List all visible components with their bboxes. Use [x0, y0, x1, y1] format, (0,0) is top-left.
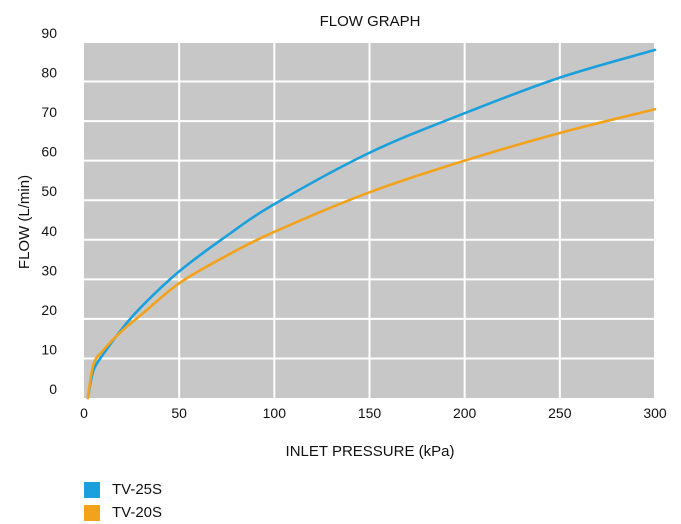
grid [84, 41, 656, 398]
y-tick-label: 70 [41, 104, 57, 120]
legend-label-tv-20s: TV-20S [112, 504, 163, 521]
y-tick-label: 60 [41, 144, 57, 160]
x-tick-label: 150 [358, 405, 382, 421]
chart-title: FLOW GRAPH [320, 13, 421, 30]
y-tick-label: 20 [41, 302, 57, 318]
y-tick-label: 30 [41, 262, 57, 278]
legend-item-tv-20s: TV-20S [84, 501, 162, 524]
legend-item-tv-25s: TV-25S [84, 478, 162, 501]
y-tick-label: 50 [41, 183, 57, 199]
y-tick-label: 80 [41, 65, 57, 81]
x-tick-label: 50 [171, 405, 187, 421]
series-line-tv-20s [86, 107, 657, 400]
series-layer [86, 48, 657, 400]
legend-swatch-tv-25s [84, 481, 100, 498]
x-tick-label: 0 [80, 405, 88, 421]
tick-labels: 0 50 100 150 200 250 300 0 10 20 30 40 50 60 70 80 90 [41, 25, 666, 421]
x-tick-label: 250 [548, 405, 572, 421]
x-tick-label: 300 [643, 405, 667, 421]
series-line-tv-25s [86, 48, 657, 400]
flow-chart: FLOW GRAPH 0 50 100 150 200 250 300 0 10 20 30 40 50… [16, 13, 667, 460]
y-tick-label: 90 [41, 25, 57, 41]
legend-swatch-tv-20s [84, 504, 100, 521]
x-tick-label: 100 [263, 405, 287, 421]
x-axis-label: INLET PRESSURE (kPa) [286, 443, 455, 460]
y-tick-label: 40 [41, 223, 57, 239]
legend: TV-25S TV-20S [84, 478, 162, 524]
y-tick-label: 10 [41, 341, 57, 357]
legend-label-tv-25s: TV-25S [112, 481, 163, 498]
y-axis-label: FLOW (L/min) [16, 175, 33, 269]
y-tick-label: 0 [49, 381, 57, 397]
x-tick-label: 200 [453, 405, 477, 421]
